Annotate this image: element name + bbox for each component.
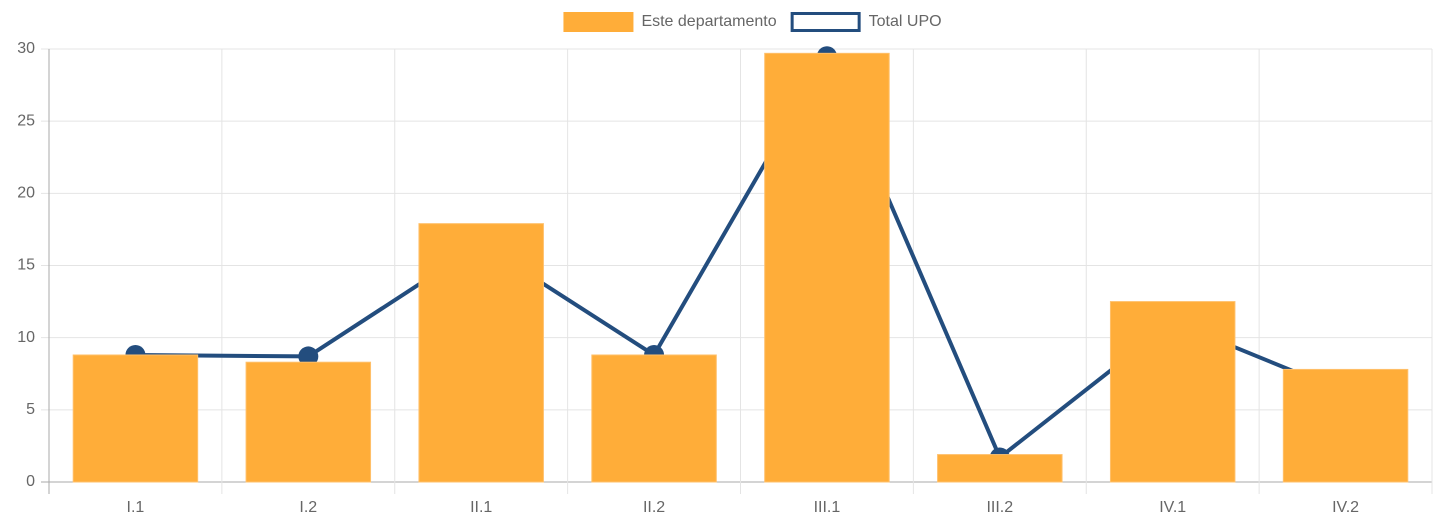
bar (764, 52, 890, 483)
x-tick-label: II.2 (643, 499, 665, 516)
legend-swatch (790, 12, 861, 32)
x-tick-label: III.2 (986, 499, 1013, 516)
bar (72, 354, 199, 483)
bar (418, 223, 544, 483)
bar (245, 361, 372, 483)
x-tick-label: IV.1 (1159, 499, 1186, 516)
x-tick-label: III.1 (814, 499, 841, 516)
x-tick-label: IV.2 (1332, 499, 1359, 516)
y-tick-label: 15 (17, 257, 35, 274)
y-tick-label: 25 (17, 112, 35, 129)
bar (937, 454, 1063, 483)
y-tick-label: 10 (17, 329, 35, 346)
bar (591, 354, 717, 483)
line-point (298, 346, 319, 367)
y-tick-label: 5 (26, 401, 35, 418)
bar (1282, 368, 1409, 483)
y-tick-label: 20 (17, 185, 35, 202)
legend-swatch (563, 12, 634, 32)
legend-label: Total UPO (869, 13, 942, 30)
y-tick-label: 0 (26, 473, 35, 490)
bar (1109, 301, 1236, 483)
y-tick-label: 30 (17, 40, 35, 57)
x-tick-label: II.1 (470, 499, 492, 516)
x-tick-label: I.2 (299, 499, 317, 516)
x-tick-label: I.1 (127, 499, 145, 516)
legend-label: Este departamento (641, 13, 776, 30)
